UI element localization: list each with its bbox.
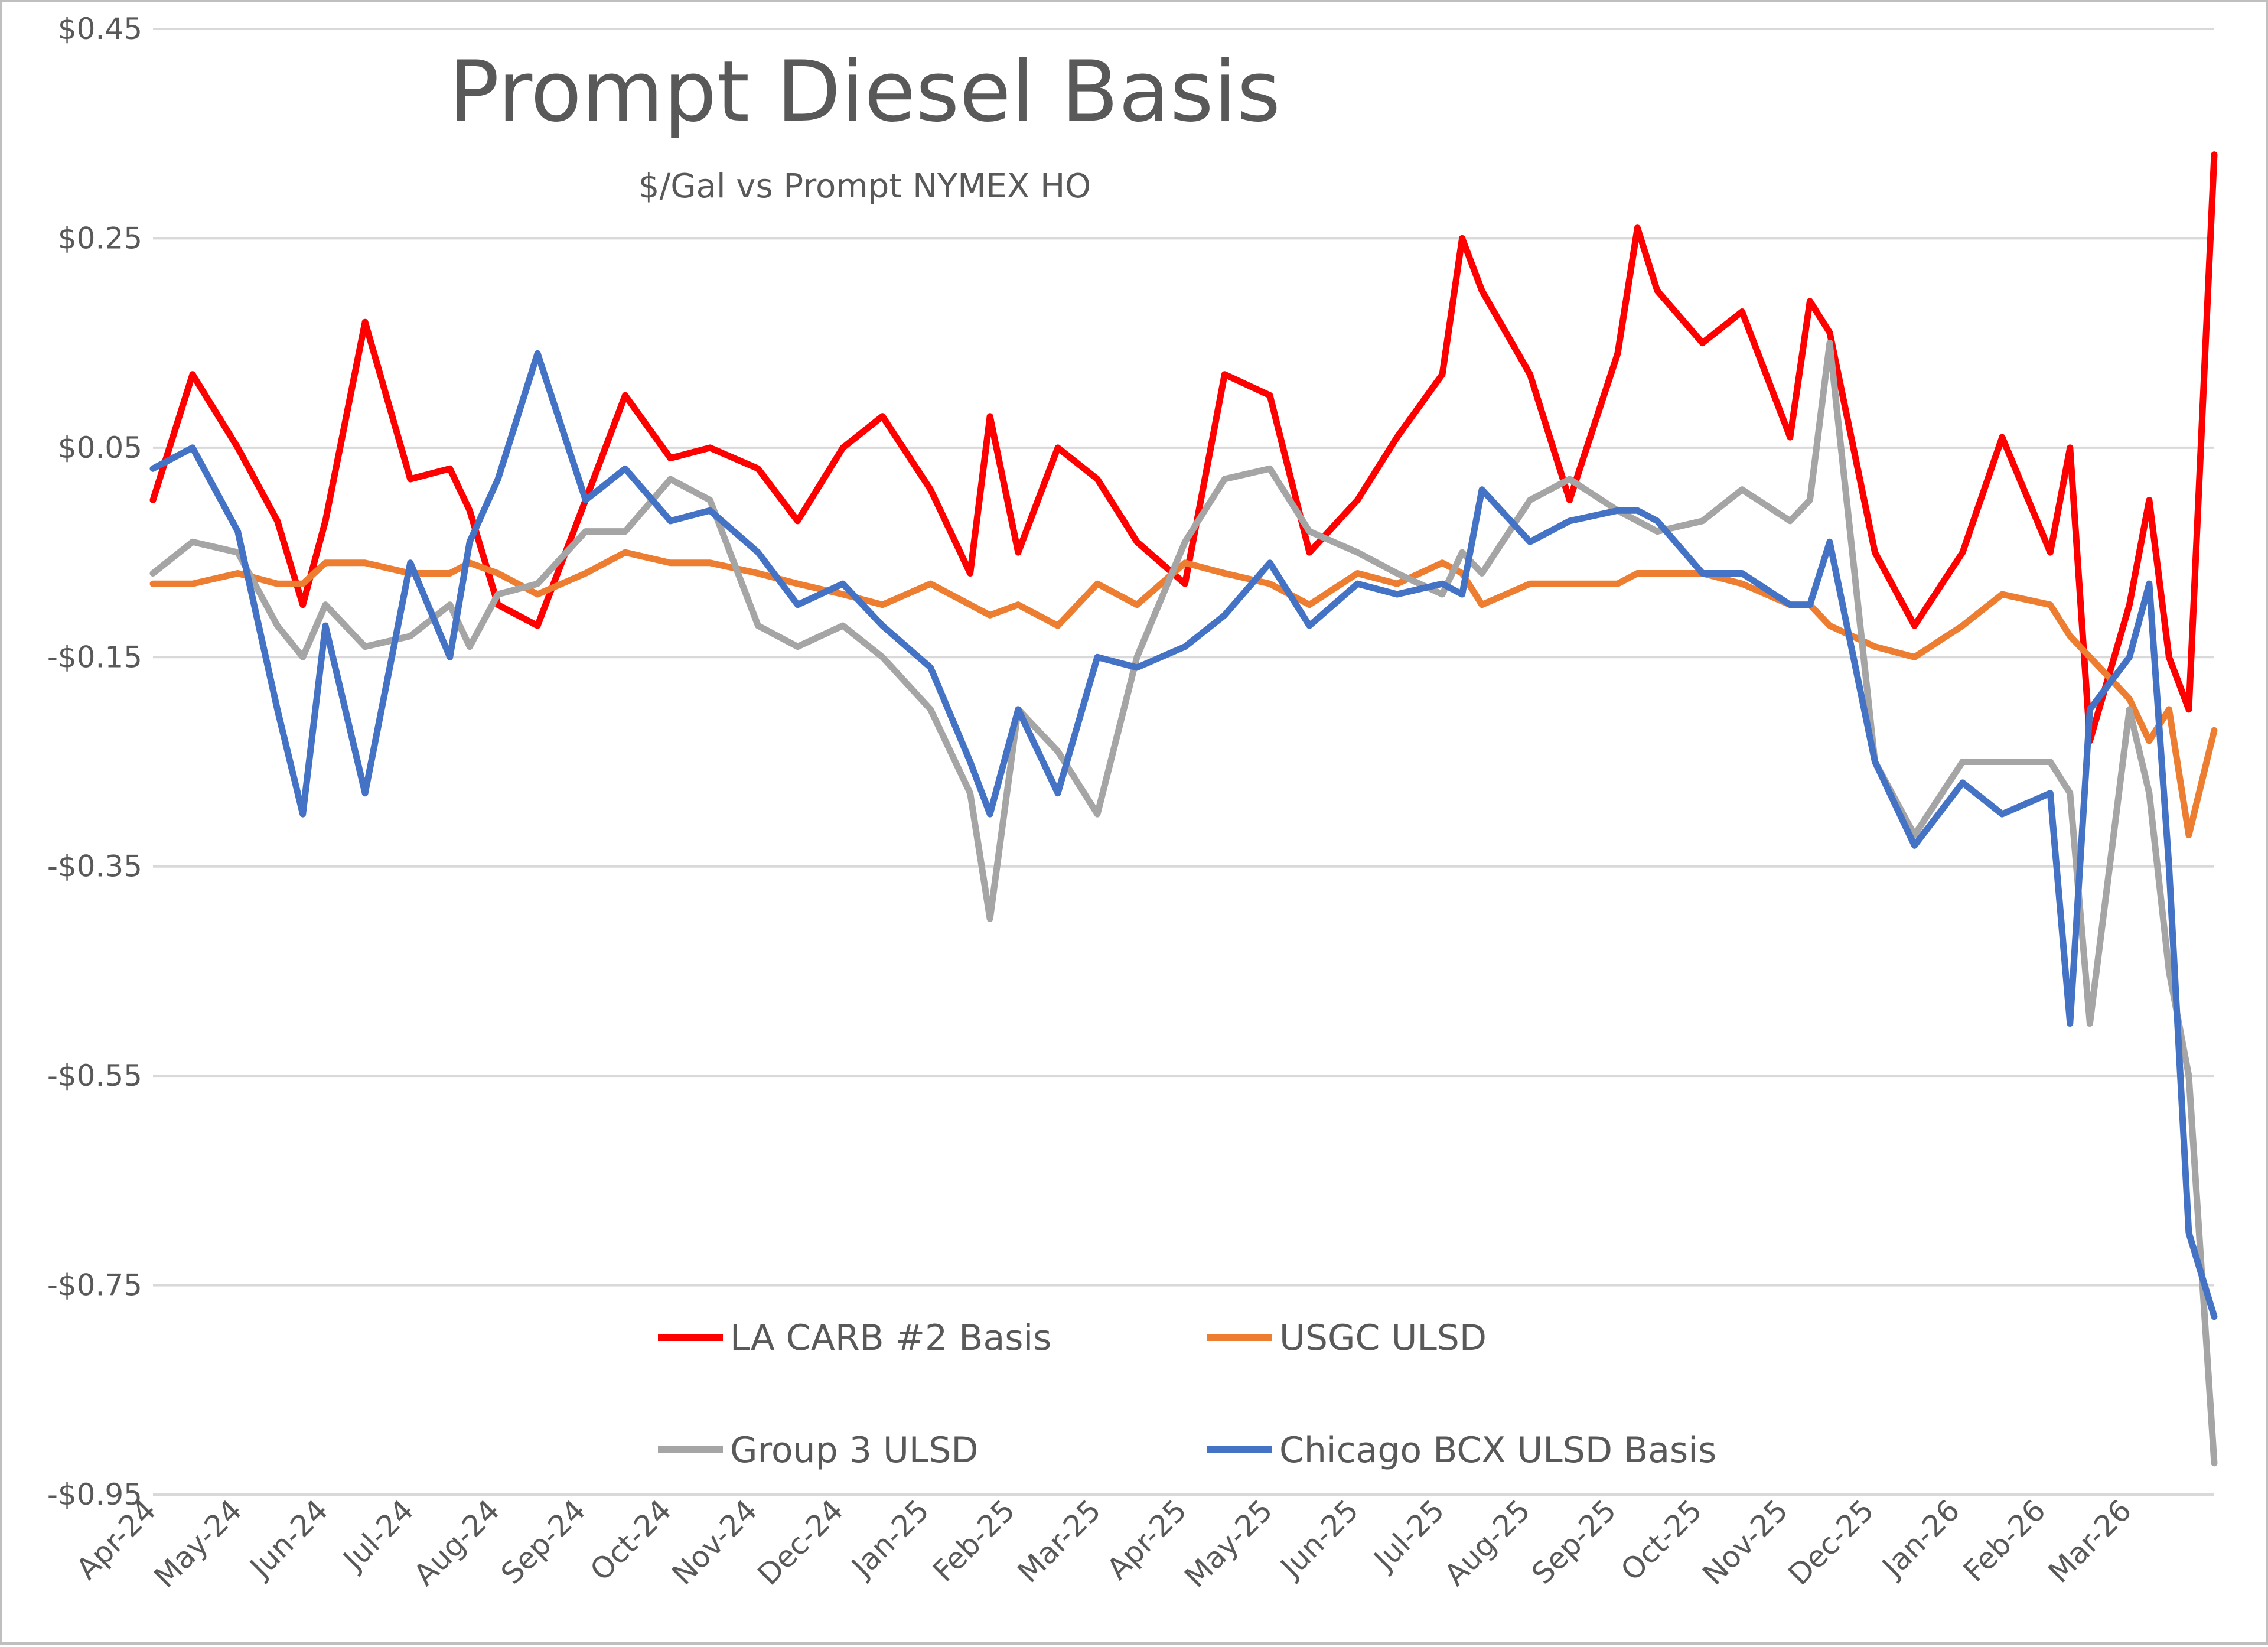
legend-label: LA CARB #2 Basis [730,1317,1051,1359]
x-tick-label: Oct-24 [584,1493,678,1587]
x-tick-label: Apr-25 [1100,1493,1194,1586]
y-tick-label: $0.05 [58,431,142,465]
series-line-chicago-bcx-ulsd-basis [149,350,2218,1320]
x-tick-label: Jul-24 [335,1493,421,1578]
series-lines [149,151,2218,1467]
x-tick-label: Aug-25 [1438,1493,1537,1592]
x-tick-label: Jan-25 [844,1493,936,1584]
x-tick-label: Jul-25 [1366,1493,1451,1578]
series-line-group-3-ulsd [149,340,2218,1467]
chart-title: Prompt Diesel Basis [449,43,1281,141]
gridlines [153,28,2214,1496]
x-tick-label: Mar-26 [2042,1493,2138,1589]
x-tick-label: Oct-25 [1614,1493,1709,1587]
series-line-la-carb-2-basis [149,151,2218,744]
x-tick-label: Mar-25 [1011,1493,1107,1589]
series-line-usgc-ulsd [149,549,2218,839]
legend-label: Group 3 ULSD [730,1430,979,1471]
y-tick-label: $0.25 [58,221,142,255]
legend: LA CARB #2 Basis USGC ULSD Group 3 ULSD Chi… [658,1317,1716,1471]
legend-label: USGC ULSD [1279,1317,1487,1359]
legend-label: Chicago BCX ULSD Basis [1279,1430,1716,1471]
x-tick-label: May-25 [1178,1493,1279,1594]
y-tick-label: $0.45 [58,12,142,46]
chart-subtitle: $/Gal vs Prompt NYMEX HO [638,167,1091,206]
x-tick-label: Nov-24 [666,1493,764,1591]
x-tick-label: Jun-24 [242,1493,334,1585]
x-tick-label: Jun-25 [1273,1493,1365,1585]
x-tick-label: Dec-25 [1782,1493,1881,1591]
x-tick-label: Nov-25 [1696,1493,1795,1591]
x-tick-label: May-24 [148,1493,249,1594]
x-tick-label: Feb-25 [926,1493,1021,1588]
x-tick-label: Feb-26 [1957,1493,2052,1588]
x-tick-label: Sep-24 [494,1493,592,1590]
y-tick-label: -$0.35 [47,849,142,884]
x-tick-label: Aug-24 [407,1493,506,1592]
y-axis-tick-labels: $0.45 $0.25 $0.05 -$0.15 -$0.35 -$0.55 -$0.75 -… [47,12,142,1512]
y-tick-label: -$0.55 [47,1059,142,1093]
y-tick-label: -$0.95 [47,1477,142,1512]
y-tick-label: -$0.15 [47,640,142,674]
y-tick-label: -$0.75 [47,1268,142,1303]
x-tick-label: Dec-24 [751,1493,850,1591]
x-tick-label: Jan-26 [1875,1493,1966,1584]
x-tick-label: Sep-25 [1525,1493,1622,1590]
